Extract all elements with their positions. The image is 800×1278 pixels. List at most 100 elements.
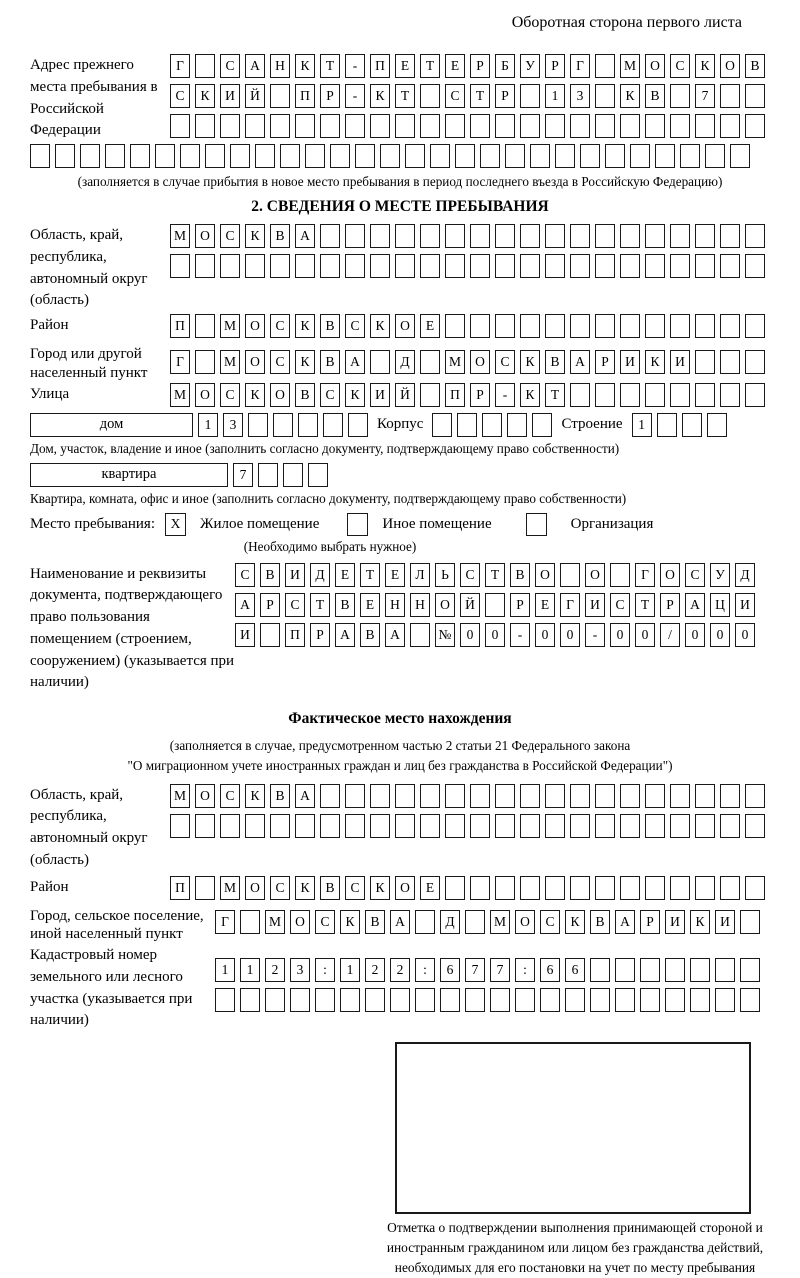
char-cell[interactable]: М (170, 783, 190, 808)
char-cell[interactable]: Р (260, 592, 280, 617)
char-cell[interactable]: К (695, 54, 715, 78)
char-cell[interactable] (720, 254, 740, 278)
char-cell[interactable]: М (620, 54, 640, 78)
char-cell[interactable] (415, 909, 435, 934)
char-cell[interactable] (395, 783, 415, 808)
char-cell[interactable]: Р (660, 592, 680, 617)
char-cell[interactable]: Е (335, 562, 355, 587)
char-cell[interactable] (670, 254, 690, 278)
char-cell[interactable] (745, 382, 765, 407)
char-cell[interactable] (740, 958, 760, 983)
char-cell[interactable]: О (395, 314, 415, 338)
char-cell[interactable] (507, 412, 528, 437)
char-cell[interactable] (706, 412, 727, 437)
char-cell[interactable]: 1 (215, 958, 235, 983)
char-cell[interactable] (195, 54, 215, 78)
char-cell[interactable] (645, 314, 665, 338)
char-cell[interactable]: И (285, 562, 305, 587)
checkbox-organization[interactable] (525, 512, 547, 536)
char-cell[interactable] (520, 254, 540, 278)
char-cell[interactable]: 1 (240, 958, 260, 983)
char-cell[interactable]: А (615, 909, 635, 934)
char-cell[interactable]: 0 (735, 622, 755, 647)
char-cell[interactable] (570, 114, 590, 138)
char-cell[interactable] (430, 144, 450, 168)
char-cell[interactable] (620, 224, 640, 248)
char-cell[interactable] (570, 813, 590, 838)
char-cell[interactable] (205, 144, 225, 168)
char-cell[interactable] (595, 84, 615, 108)
char-cell[interactable]: И (585, 592, 605, 617)
char-cell[interactable] (320, 813, 340, 838)
char-cell[interactable] (80, 144, 100, 168)
char-cell[interactable] (705, 144, 725, 168)
char-cell[interactable]: Т (360, 562, 380, 587)
char-cell[interactable]: У (520, 54, 540, 78)
char-cell[interactable] (595, 314, 615, 338)
char-cell[interactable] (620, 114, 640, 138)
char-cell[interactable] (520, 783, 540, 808)
char-cell[interactable]: 3 (570, 84, 590, 108)
char-cell[interactable]: Д (735, 562, 755, 587)
char-cell[interactable]: А (570, 350, 590, 374)
char-cell[interactable] (280, 144, 300, 168)
char-cell[interactable] (656, 412, 677, 437)
char-cell[interactable]: 0 (485, 622, 505, 647)
char-cell[interactable]: С (220, 382, 240, 407)
char-cell[interactable] (330, 144, 350, 168)
char-cell[interactable] (470, 254, 490, 278)
char-cell[interactable]: О (195, 224, 215, 248)
char-cell[interactable] (195, 813, 215, 838)
char-cell[interactable]: А (345, 350, 365, 374)
char-cell[interactable] (520, 84, 540, 108)
char-cell[interactable] (695, 350, 715, 374)
char-cell[interactable]: 0 (535, 622, 555, 647)
char-cell[interactable] (720, 114, 740, 138)
char-cell[interactable] (520, 314, 540, 338)
char-cell[interactable]: К (370, 84, 390, 108)
char-cell[interactable] (545, 783, 565, 808)
char-cell[interactable]: Т (545, 382, 565, 407)
char-cell[interactable]: О (290, 909, 310, 934)
char-cell[interactable] (570, 314, 590, 338)
char-cell[interactable]: С (220, 54, 240, 78)
char-cell[interactable]: Д (310, 562, 330, 587)
char-cell[interactable]: Н (410, 592, 430, 617)
char-cell[interactable]: Р (495, 84, 515, 108)
char-cell[interactable]: Т (420, 54, 440, 78)
char-cell[interactable] (670, 84, 690, 108)
char-cell[interactable] (485, 592, 505, 617)
char-cell[interactable] (270, 254, 290, 278)
char-cell[interactable] (695, 783, 715, 808)
char-cell[interactable] (695, 813, 715, 838)
char-cell[interactable] (320, 224, 340, 248)
char-cell[interactable]: Н (270, 54, 290, 78)
char-cell[interactable] (670, 114, 690, 138)
char-cell[interactable] (195, 350, 215, 374)
char-cell[interactable]: О (645, 54, 665, 78)
char-cell[interactable]: А (390, 909, 410, 934)
char-cell[interactable]: И (235, 622, 255, 647)
char-cell[interactable]: К (370, 314, 390, 338)
char-cell[interactable]: А (685, 592, 705, 617)
char-cell[interactable]: К (245, 224, 265, 248)
char-cell[interactable] (215, 988, 235, 1013)
char-cell[interactable] (470, 314, 490, 338)
char-cell[interactable]: К (295, 875, 315, 900)
char-cell[interactable] (670, 875, 690, 900)
char-cell[interactable] (610, 562, 630, 587)
char-cell[interactable]: В (270, 783, 290, 808)
char-cell[interactable]: 7 (695, 84, 715, 108)
char-cell[interactable]: С (495, 350, 515, 374)
char-cell[interactable] (580, 144, 600, 168)
char-cell[interactable] (470, 875, 490, 900)
char-cell[interactable] (445, 875, 465, 900)
char-cell[interactable]: М (490, 909, 510, 934)
char-cell[interactable] (545, 813, 565, 838)
char-cell[interactable]: В (590, 909, 610, 934)
char-cell[interactable]: П (170, 875, 190, 900)
char-cell[interactable] (420, 224, 440, 248)
char-cell[interactable]: О (245, 875, 265, 900)
char-cell[interactable] (570, 783, 590, 808)
char-cell[interactable]: А (335, 622, 355, 647)
